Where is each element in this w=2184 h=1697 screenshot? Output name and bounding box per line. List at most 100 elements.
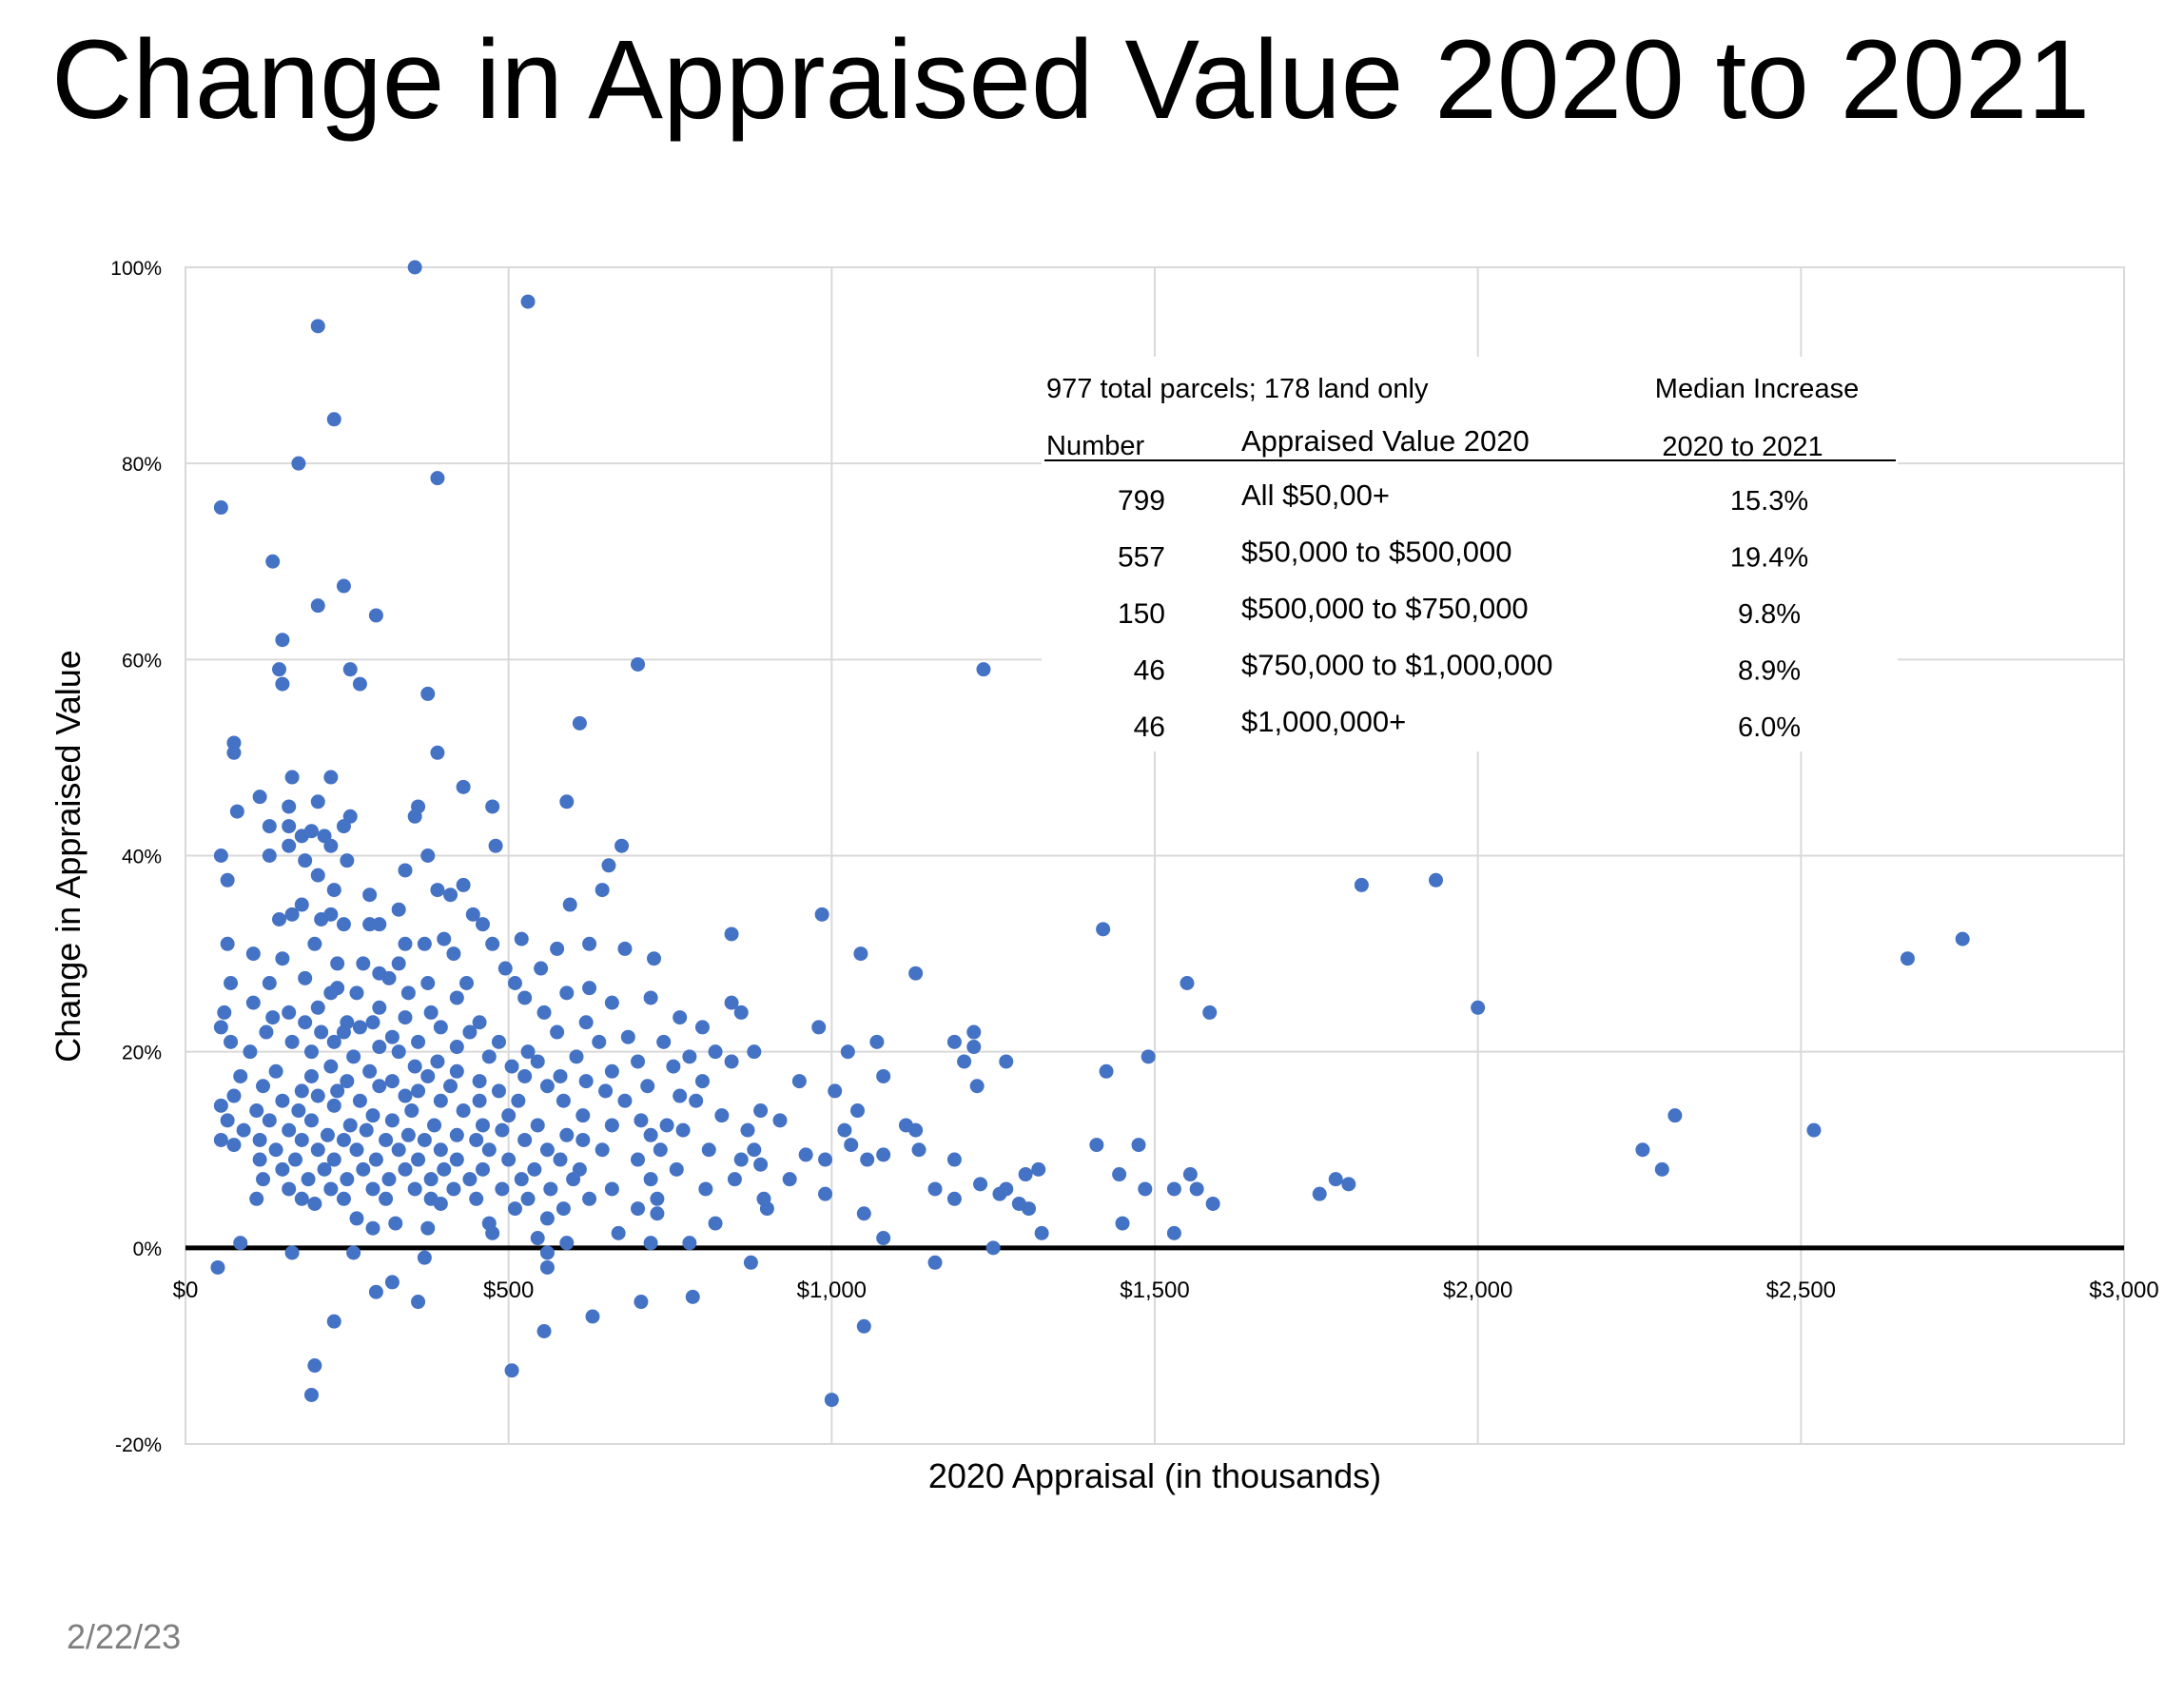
data-point: [530, 1231, 545, 1246]
data-point: [631, 1054, 646, 1069]
data-point: [1955, 931, 1970, 946]
table-note: 977 total parcels; 178 land only: [1046, 374, 1429, 404]
data-point: [456, 877, 471, 892]
data-point: [449, 1063, 464, 1079]
data-point: [666, 1059, 681, 1074]
data-point: [472, 1093, 487, 1108]
data-point: [578, 1015, 594, 1030]
data-point: [1900, 951, 1915, 966]
data-point: [423, 1005, 439, 1020]
data-point: [753, 1103, 769, 1119]
data-point: [647, 951, 662, 966]
data-point: [860, 1152, 875, 1167]
data-point: [1138, 1181, 1153, 1197]
data-point: [256, 1079, 271, 1094]
data-point: [811, 1020, 827, 1035]
data-point: [694, 1074, 710, 1089]
data-point: [365, 1108, 380, 1123]
data-point: [330, 1083, 345, 1099]
data-point: [362, 1063, 378, 1079]
data-point: [323, 1059, 339, 1074]
y-tick-label: 60%: [122, 650, 162, 672]
data-point: [727, 1172, 742, 1187]
data-point: [1166, 1181, 1181, 1197]
data-point: [559, 1236, 575, 1251]
data-point: [417, 936, 432, 951]
data-point: [539, 1245, 555, 1260]
data-point: [336, 917, 351, 932]
data-point: [446, 946, 461, 962]
data-point: [559, 794, 575, 809]
data-point: [420, 1068, 436, 1083]
data-point: [976, 662, 991, 677]
data-point: [511, 1093, 526, 1108]
data-point: [656, 1034, 672, 1049]
data-point: [320, 1127, 335, 1142]
data-point: [465, 907, 480, 922]
data-point: [282, 819, 297, 834]
data-point: [481, 1142, 497, 1158]
data-point: [411, 1083, 426, 1099]
y-tick-label: 80%: [122, 454, 162, 476]
y-tick-label: -20%: [115, 1434, 162, 1456]
table-row-median: 6.0%: [1738, 712, 1801, 743]
data-point: [985, 1240, 1001, 1256]
x-tick-label: $500: [483, 1278, 534, 1303]
data-point: [566, 1172, 581, 1187]
data-point: [287, 1152, 302, 1167]
data-point: [430, 1054, 445, 1069]
data-point: [336, 578, 351, 594]
data-point: [384, 1113, 400, 1128]
data-point: [342, 662, 358, 677]
data-point: [527, 1161, 542, 1177]
data-point: [643, 1172, 658, 1187]
table-row-range: $750,000 to $1,000,000: [1241, 649, 1553, 682]
data-point: [400, 1127, 416, 1142]
data-point: [747, 1142, 762, 1158]
data-point: [213, 1132, 228, 1147]
data-point: [553, 1068, 568, 1083]
data-point: [323, 838, 339, 853]
data-point: [420, 1220, 436, 1236]
data-point: [559, 985, 575, 1001]
data-point: [669, 1161, 684, 1177]
data-point: [1022, 1201, 1037, 1217]
data-point: [384, 1029, 400, 1044]
table-rows: 799 All $50,00+ 15.3% 557 $50,000 to $500,00…: [1118, 478, 1808, 743]
data-point: [539, 1211, 555, 1226]
data-point: [340, 1172, 355, 1187]
data-point: [459, 976, 475, 991]
data-point: [443, 888, 458, 903]
summary-table-background: [1042, 357, 1898, 751]
data-point: [582, 936, 597, 951]
data-point: [582, 981, 597, 996]
data-point: [946, 1152, 962, 1167]
data-point: [798, 1147, 813, 1162]
data-point: [869, 1034, 885, 1049]
data-point: [475, 1118, 490, 1133]
data-point: [517, 990, 533, 1005]
data-point: [601, 858, 616, 873]
data-point: [368, 1152, 383, 1167]
data-point: [733, 1152, 749, 1167]
data-point: [520, 294, 536, 309]
data-point: [569, 1049, 584, 1064]
table-row-number: 46: [1134, 712, 1165, 743]
data-point: [957, 1054, 972, 1069]
data-point: [462, 1172, 478, 1187]
data-point: [673, 1010, 688, 1025]
data-points: [210, 260, 1970, 1408]
data-point: [388, 1216, 403, 1231]
data-point: [517, 1068, 533, 1083]
data-point: [759, 1201, 774, 1217]
data-point: [310, 319, 325, 334]
data-point: [1112, 1167, 1127, 1182]
data-point: [911, 1142, 926, 1158]
data-point: [643, 990, 658, 1005]
data-point: [497, 961, 513, 976]
data-point: [514, 931, 529, 946]
data-point: [501, 1152, 517, 1167]
data-point: [275, 951, 290, 966]
data-point: [352, 1093, 367, 1108]
data-point: [310, 794, 325, 809]
